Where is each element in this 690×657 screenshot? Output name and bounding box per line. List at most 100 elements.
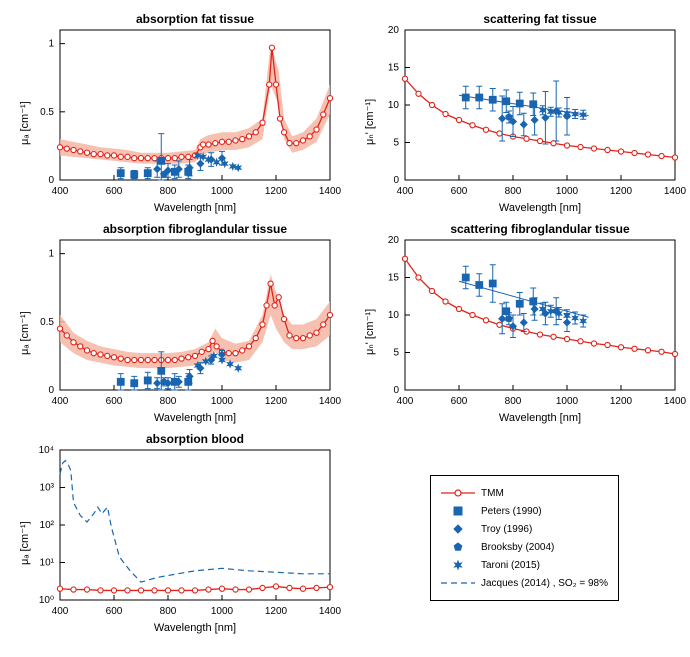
- svg-text:800: 800: [505, 396, 522, 407]
- legend-label: Brooksby (2004): [481, 542, 554, 553]
- svg-text:800: 800: [160, 186, 177, 197]
- svg-text:5: 5: [393, 348, 399, 359]
- svg-text:10³: 10³: [40, 483, 55, 494]
- panel-abs_fibro: absorption fibroglandular tissueWaveleng…: [60, 240, 330, 390]
- marker-peters: [185, 378, 192, 385]
- svg-text:600: 600: [451, 186, 468, 197]
- plot-area: 40060080010001200140005101520: [405, 30, 675, 180]
- svg-text:0.5: 0.5: [40, 107, 54, 118]
- svg-text:600: 600: [106, 606, 123, 617]
- marker-taroni: [572, 315, 578, 322]
- svg-text:800: 800: [160, 606, 177, 617]
- marker-peters: [476, 282, 483, 289]
- svg-text:400: 400: [52, 396, 69, 407]
- svg-text:5: 5: [393, 138, 399, 149]
- marker-peters: [503, 98, 510, 105]
- marker-peters: [476, 94, 483, 101]
- marker-troy: [499, 115, 506, 122]
- tmm-line: [405, 79, 675, 158]
- marker-troy: [154, 166, 161, 173]
- legend-item-tmm: TMM: [441, 484, 608, 502]
- svg-text:1: 1: [48, 249, 54, 260]
- legend-swatch: [441, 522, 475, 536]
- legend-label: Troy (1996): [481, 524, 532, 535]
- svg-text:800: 800: [505, 186, 522, 197]
- panel-abs_fat: absorption fat tissueWavelength [nm]μₐ […: [60, 30, 330, 180]
- marker-peters: [516, 300, 523, 307]
- panel-title: absorption fat tissue: [60, 12, 330, 26]
- marker-peters: [131, 380, 138, 387]
- svg-text:0: 0: [393, 385, 399, 396]
- svg-text:1200: 1200: [265, 606, 288, 617]
- svg-text:1000: 1000: [556, 396, 579, 407]
- svg-text:1400: 1400: [664, 396, 687, 407]
- legend-label: Jacques (2014) , SO₂ = 98%: [481, 578, 608, 589]
- marker-troy: [197, 160, 204, 167]
- svg-text:1200: 1200: [265, 186, 288, 197]
- panel-title: scattering fat tissue: [405, 12, 675, 26]
- marker-taroni: [235, 365, 241, 372]
- marker-peters: [530, 298, 537, 305]
- marker-peters: [158, 367, 165, 374]
- legend-swatch: [441, 558, 475, 572]
- marker-peters: [489, 96, 496, 103]
- y-axis-label: μₙ' [cm⁻¹]: [363, 309, 376, 355]
- jacques-line: [60, 461, 330, 582]
- svg-text:1000: 1000: [556, 186, 579, 197]
- svg-text:1000: 1000: [211, 606, 234, 617]
- legend-item-troy: Troy (1996): [441, 520, 608, 538]
- y-axis-label: μₐ [cm⁻¹]: [18, 101, 31, 145]
- svg-text:1400: 1400: [319, 396, 342, 407]
- legend-label: Peters (1990): [481, 506, 542, 517]
- legend-swatch: [441, 486, 475, 500]
- svg-text:600: 600: [106, 396, 123, 407]
- svg-text:800: 800: [160, 396, 177, 407]
- svg-text:0: 0: [48, 175, 54, 186]
- marker-peters: [462, 94, 469, 101]
- panel-title: scattering fibroglandular tissue: [405, 222, 675, 236]
- svg-text:400: 400: [397, 186, 414, 197]
- legend-item-brooksby: Brooksby (2004): [441, 538, 608, 556]
- marker-taroni: [230, 163, 236, 170]
- marker-peters: [516, 100, 523, 107]
- y-axis-label: μₐ [cm⁻¹]: [18, 311, 31, 355]
- marker-troy: [154, 380, 161, 387]
- svg-text:1200: 1200: [610, 396, 633, 407]
- marker-peters: [144, 377, 151, 384]
- panel-title: absorption fibroglandular tissue: [60, 222, 330, 236]
- svg-text:0.5: 0.5: [40, 317, 54, 328]
- svg-text:1400: 1400: [319, 606, 342, 617]
- marker-peters: [117, 378, 124, 385]
- marker-taroni: [235, 164, 241, 171]
- svg-text:20: 20: [388, 235, 400, 246]
- y-axis-label: μₐ [cm⁻¹]: [18, 521, 31, 565]
- plot-area: 40060080010001200140010⁰10¹10²10³10⁴: [60, 450, 330, 600]
- svg-text:600: 600: [451, 396, 468, 407]
- svg-text:600: 600: [106, 186, 123, 197]
- x-axis-label: Wavelength [nm]: [60, 202, 330, 214]
- svg-text:10: 10: [388, 310, 400, 321]
- legend-label: Taroni (2015): [481, 560, 540, 571]
- svg-text:15: 15: [388, 63, 400, 74]
- marker-troy: [531, 306, 538, 313]
- legend-swatch: [441, 504, 475, 518]
- marker-peters: [530, 101, 537, 108]
- svg-text:400: 400: [397, 396, 414, 407]
- x-axis-label: Wavelength [nm]: [405, 412, 675, 424]
- legend-item-peters: Peters (1990): [441, 502, 608, 520]
- marker-troy: [520, 121, 527, 128]
- svg-text:1000: 1000: [211, 186, 234, 197]
- panel-abs_blood: absorption bloodWavelength [nm]μₐ [cm⁻¹]…: [60, 450, 330, 600]
- svg-text:0: 0: [393, 175, 399, 186]
- svg-text:1: 1: [48, 39, 54, 50]
- svg-text:400: 400: [52, 606, 69, 617]
- svg-text:400: 400: [52, 186, 69, 197]
- legend-swatch: [441, 540, 475, 554]
- marker-peters: [131, 171, 138, 178]
- marker-troy: [542, 114, 549, 121]
- svg-text:10⁴: 10⁴: [39, 445, 54, 456]
- svg-text:1400: 1400: [319, 186, 342, 197]
- marker-peters: [489, 280, 496, 287]
- marker-brooksby: [506, 114, 513, 120]
- marker-peters: [117, 170, 124, 177]
